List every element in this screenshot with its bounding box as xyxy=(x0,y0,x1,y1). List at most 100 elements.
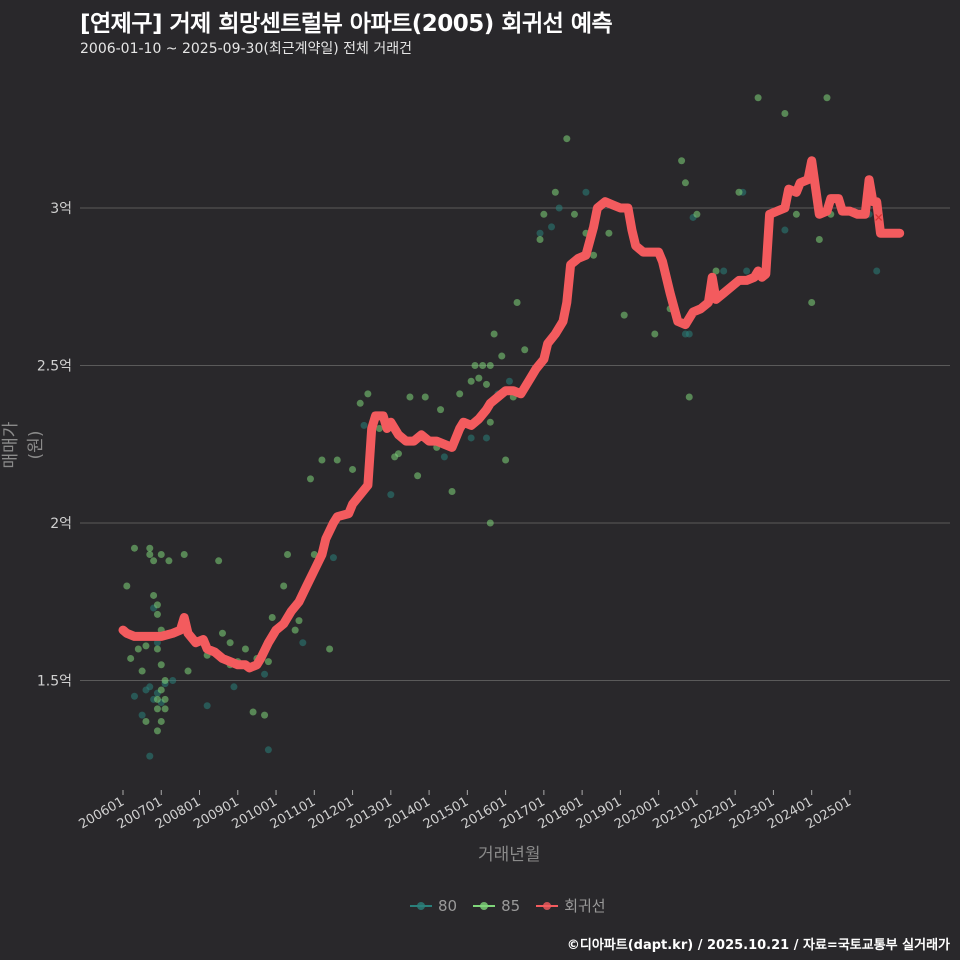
scatter-point xyxy=(310,551,318,558)
scatter-point xyxy=(590,251,598,259)
scatter-point xyxy=(329,554,337,562)
scatter-point xyxy=(318,456,326,464)
scatter-point xyxy=(153,645,161,653)
scatter-point xyxy=(184,667,192,675)
scatter-point xyxy=(375,425,383,432)
scatter-point xyxy=(123,582,131,590)
scatter-point xyxy=(486,519,494,527)
scatter-point xyxy=(157,661,165,669)
scatter-point xyxy=(406,393,414,401)
scatter-point xyxy=(153,695,161,703)
legend-item-regression[interactable]: 회귀선 xyxy=(536,895,606,916)
scatter-point xyxy=(130,692,138,700)
scatter-point xyxy=(215,557,223,565)
scatter-point xyxy=(153,601,161,609)
scatter-point xyxy=(146,683,154,691)
scatter-point xyxy=(153,727,161,735)
scatter-point xyxy=(873,267,881,275)
scatter-point xyxy=(157,686,165,694)
x-axis-label: 거래년월 xyxy=(478,845,541,865)
scatter-point xyxy=(268,614,276,621)
scatter-point xyxy=(306,475,314,483)
scatter-point xyxy=(157,717,165,725)
scatter-point xyxy=(134,645,142,653)
scatter-point xyxy=(387,491,395,499)
scatter-point xyxy=(241,645,249,653)
scatter-point xyxy=(249,708,257,716)
scatter-point xyxy=(555,204,563,212)
scatter-point xyxy=(502,456,510,464)
scatter-point xyxy=(498,352,506,360)
scatter-point xyxy=(333,456,341,464)
scatter-point xyxy=(521,346,529,354)
y-tick-label: 1.5억 xyxy=(37,674,72,690)
scatter-point xyxy=(551,188,559,196)
scatter-point xyxy=(482,380,490,388)
scatter-point xyxy=(264,746,272,754)
y-axis-label: 매매가(원) xyxy=(1,421,46,469)
scatter-point xyxy=(475,374,483,382)
scatter-point xyxy=(142,642,150,650)
scatter-point xyxy=(169,677,177,684)
scatter-point xyxy=(295,617,303,625)
scatter-point xyxy=(471,362,479,369)
scatter-point xyxy=(808,299,816,306)
scatter-point xyxy=(735,188,743,196)
chart-title: [연제구] 거제 희망센트럴뷰 아파트(2005) 회귀선 예측 xyxy=(80,11,613,37)
scatter-point xyxy=(326,645,334,653)
regression-polyline xyxy=(118,156,905,673)
scatter-point xyxy=(781,110,789,117)
y-tick-label: 2억 xyxy=(50,516,72,532)
scatter-point xyxy=(394,450,402,458)
scatter-point xyxy=(349,465,357,473)
scatter-point xyxy=(261,711,269,719)
scatter-point xyxy=(712,267,720,275)
scatter-point xyxy=(138,711,146,719)
x-marker-icon xyxy=(875,214,883,221)
scatter-point xyxy=(563,135,571,143)
scatter-point xyxy=(486,418,494,426)
scatter-point xyxy=(792,210,800,218)
legend-swatch-regression-icon xyxy=(536,901,559,910)
legend-swatch-85-icon xyxy=(473,901,496,910)
scatter-point xyxy=(743,267,751,275)
scatter-point xyxy=(448,488,456,495)
scatter-point xyxy=(153,639,161,647)
legend-item-80[interactable]: 80 xyxy=(410,897,457,915)
chart-subtitle: 2006-01-10 ~ 2025-09-30(최근계약일) 전체 거래건 xyxy=(80,41,412,57)
scatter-point xyxy=(127,654,135,662)
scatter-point xyxy=(130,544,138,552)
scatter-point xyxy=(142,717,150,725)
scatter-point xyxy=(781,226,789,234)
regression-line xyxy=(118,156,905,673)
scatter-point xyxy=(536,236,544,243)
scatter-point xyxy=(651,330,659,338)
scatter-point xyxy=(720,267,728,275)
scatter-point xyxy=(284,551,292,558)
scatter-point xyxy=(505,377,513,385)
scatter-point xyxy=(226,639,234,647)
scatter-point xyxy=(150,557,158,565)
scatter-point xyxy=(161,705,169,713)
scatter-point xyxy=(467,377,475,385)
scatter-point xyxy=(685,330,693,338)
legend-label-regression: 회귀선 xyxy=(564,897,606,915)
scatter-point xyxy=(153,705,161,713)
scatter-point xyxy=(218,629,226,637)
scatter-point xyxy=(165,557,173,565)
scatter-point xyxy=(153,610,161,618)
legend-label-85: 85 xyxy=(501,896,521,915)
scatter-point xyxy=(264,658,272,666)
scatter-point xyxy=(467,434,475,442)
y-axis-ticks: 1.5억 2억 2.5억 3억 xyxy=(37,201,72,690)
legend-swatch-80-icon xyxy=(410,901,432,910)
scatter-point xyxy=(754,94,762,102)
footer-credit: ©디아파트(dapt.kr) / 2025.10.21 / 자료=국토교통부 실… xyxy=(566,938,950,953)
scatter-point xyxy=(203,702,211,710)
legend-item-85[interactable]: 85 xyxy=(473,897,520,915)
scatter-point xyxy=(486,362,494,369)
scatter-point xyxy=(456,390,464,398)
scatter-point xyxy=(620,311,628,319)
scatter-point xyxy=(230,683,238,691)
